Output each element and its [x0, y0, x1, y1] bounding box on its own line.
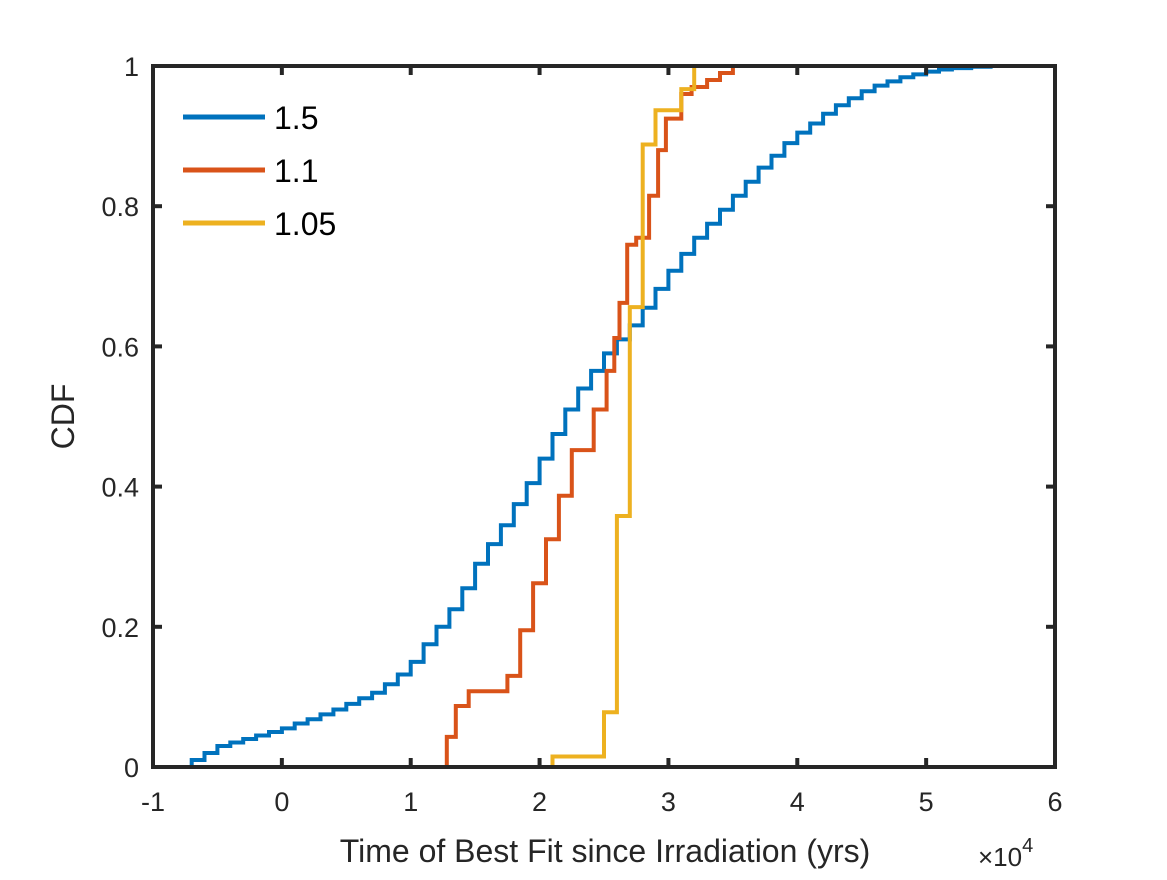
- x-axis-exponent-base: ×10: [978, 842, 1022, 872]
- y-tick-label: 0.2: [101, 613, 139, 643]
- y-axis-label: CDF: [45, 384, 81, 450]
- x-tick-label: 0: [274, 787, 289, 817]
- y-tick-label: 0.8: [101, 192, 139, 222]
- x-tick-label: 5: [919, 787, 934, 817]
- series-layer: [189, 64, 1017, 769]
- y-tick-label: 1: [124, 52, 139, 82]
- legend-label-1-5: 1.5: [274, 100, 318, 136]
- legend-label-1-05: 1.05: [274, 206, 336, 242]
- series-line-1-5: [189, 64, 1017, 769]
- x-tick-label: 1: [403, 787, 418, 817]
- x-axis-label: Time of Best Fit since Irradiation (yrs): [340, 833, 871, 869]
- legend-label-1-1: 1.1: [274, 153, 318, 189]
- axes-box: [151, 64, 1057, 769]
- series-line-1-1: [439, 66, 735, 769]
- series-line-1-05: [550, 66, 697, 767]
- legend: 1.5 1.1 1.05: [183, 100, 336, 242]
- x-tick-label: 4: [790, 787, 805, 817]
- x-axis-exponent-power: 4: [1022, 835, 1033, 857]
- y-tick-label: 0.4: [101, 473, 139, 503]
- x-tick-label: 3: [661, 787, 676, 817]
- x-tick-label: 6: [1047, 787, 1062, 817]
- y-tick-label: 0: [124, 753, 139, 783]
- x-tick-label: -1: [141, 787, 165, 817]
- y-tick-label: 0.6: [101, 332, 139, 362]
- x-tick-label: 2: [532, 787, 547, 817]
- x-axis-exponent: ×104: [978, 835, 1033, 872]
